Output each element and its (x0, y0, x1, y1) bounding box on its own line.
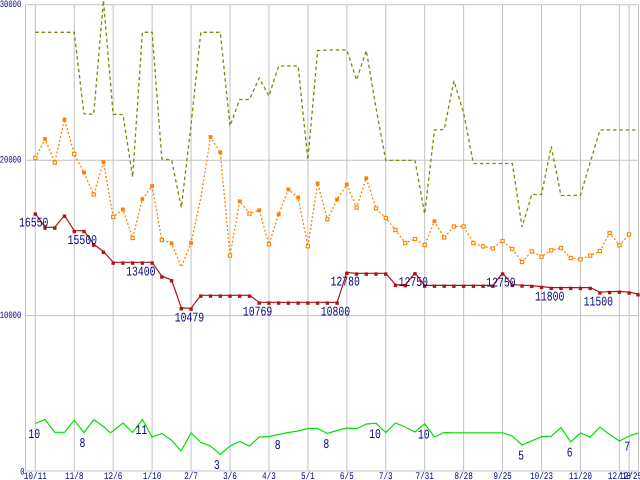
svg-text:7/3: 7/3 (379, 471, 393, 480)
svg-text:10000: 10000 (0, 311, 21, 322)
svg-text:8/28: 8/28 (454, 471, 473, 480)
svg-text:5/1: 5/1 (301, 471, 315, 480)
svg-text:3: 3 (214, 458, 220, 473)
svg-text:30000: 30000 (0, 0, 21, 11)
svg-text:10: 10 (369, 427, 381, 442)
svg-text:8: 8 (80, 436, 86, 451)
svg-text:12750: 12750 (486, 275, 516, 290)
svg-text:12750: 12750 (399, 275, 429, 290)
svg-text:3/6: 3/6 (223, 471, 237, 480)
svg-text:2/7: 2/7 (184, 471, 198, 480)
svg-text:11500: 11500 (584, 294, 614, 309)
svg-text:12/6: 12/6 (104, 471, 123, 480)
svg-text:10/23: 10/23 (530, 471, 553, 480)
svg-text:8: 8 (275, 438, 281, 453)
svg-text:15500: 15500 (68, 233, 98, 248)
svg-text:7: 7 (624, 440, 630, 455)
svg-text:6: 6 (567, 446, 573, 461)
svg-text:12/25: 12/25 (619, 471, 640, 480)
svg-text:6/5: 6/5 (340, 471, 354, 480)
svg-text:11/20: 11/20 (569, 471, 592, 480)
svg-text:8: 8 (323, 437, 329, 452)
svg-text:0: 0 (20, 468, 24, 479)
svg-text:11/8: 11/8 (65, 471, 84, 480)
svg-text:13400: 13400 (126, 265, 156, 280)
svg-text:10479: 10479 (175, 311, 205, 326)
svg-text:16550: 16550 (19, 216, 49, 231)
svg-text:9/25: 9/25 (493, 471, 512, 480)
svg-text:10800: 10800 (321, 305, 351, 320)
svg-text:11: 11 (136, 423, 148, 438)
svg-text:20000: 20000 (0, 156, 21, 167)
svg-text:10769: 10769 (243, 305, 273, 320)
svg-text:5: 5 (518, 449, 524, 464)
svg-text:1/10: 1/10 (143, 471, 162, 480)
svg-text:12/18: 12/18 (608, 471, 631, 480)
svg-text:11800: 11800 (535, 290, 565, 305)
svg-text:10: 10 (28, 427, 40, 442)
svg-text:4/3: 4/3 (262, 471, 276, 480)
svg-text:10/11: 10/11 (24, 471, 47, 480)
svg-text:10: 10 (418, 427, 430, 442)
svg-text:12780: 12780 (331, 275, 361, 290)
svg-text:7/31: 7/31 (415, 471, 434, 480)
